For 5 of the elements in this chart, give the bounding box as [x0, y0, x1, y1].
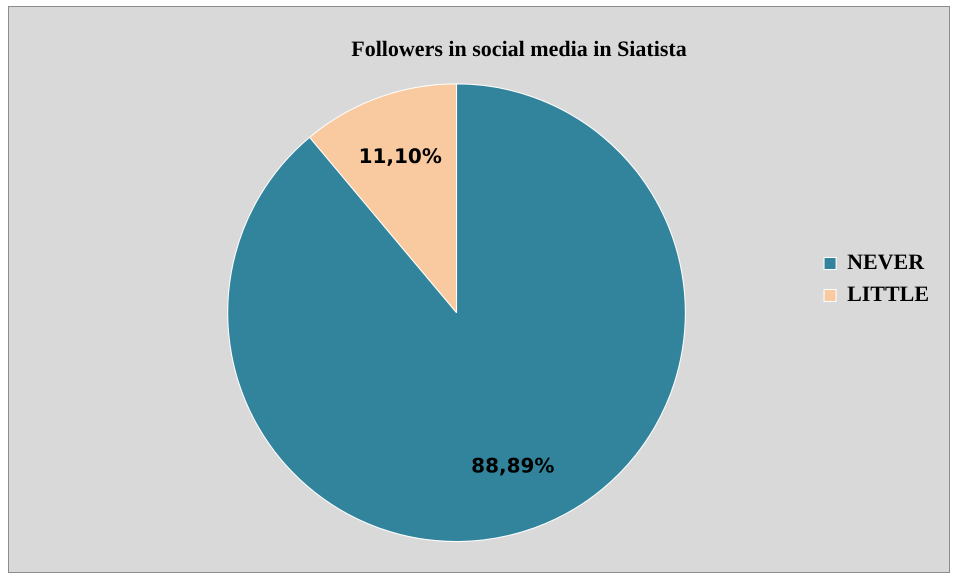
data-label: 11,10% — [358, 144, 442, 168]
chart-title: Followers in social media in Siatista — [351, 36, 687, 61]
legend-label: LITTLE — [847, 281, 930, 306]
data-label: 88,89% — [471, 454, 554, 478]
legend-label: NEVER — [847, 249, 926, 274]
